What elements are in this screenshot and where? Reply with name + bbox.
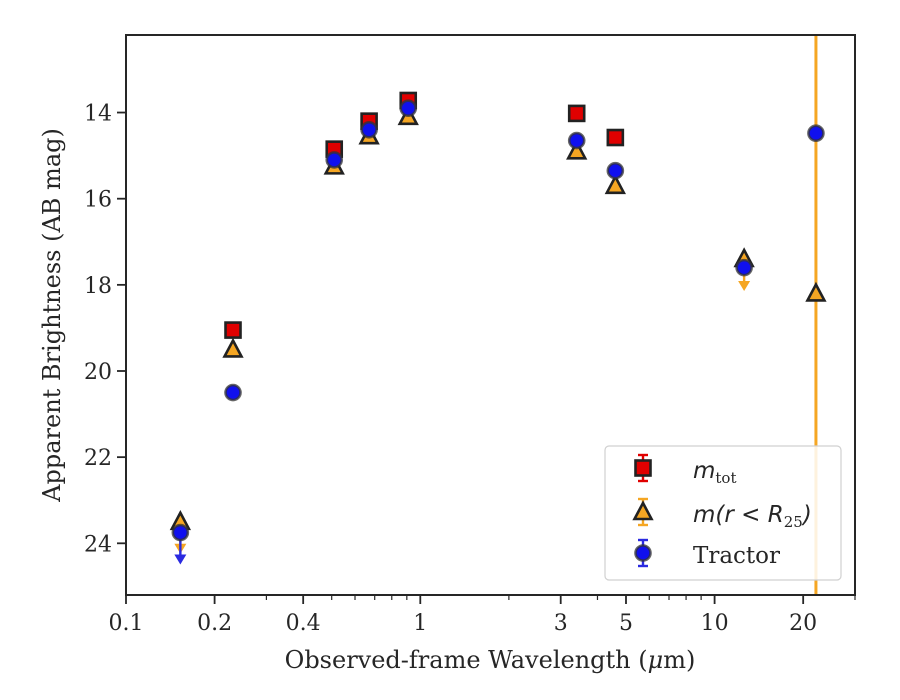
tractor-marker [224,383,242,402]
mtot-marker [567,104,586,123]
x-tick-label: 3 [554,611,568,636]
y-tick-label: 20 [84,360,112,385]
plot-frame [125,34,856,596]
legend-marker-tractor [634,544,652,562]
mr25-marker [805,281,827,302]
tractor-marker [399,99,418,118]
x-tick-label: 5 [619,611,633,636]
tractor-upper-limit-arrow-head [174,554,187,565]
y-tick-label: 16 [84,188,112,213]
y-tick-label: 22 [84,446,112,471]
x-tick-label: 0.1 [109,611,144,636]
tractor-marker [360,120,378,139]
mr25-upper-limit-arrow-head [738,281,751,291]
x-tick-label: 0.2 [197,611,232,636]
legend-marker-mr25 [632,500,654,521]
mtot-marker [224,321,242,339]
mr25-marker [604,173,627,195]
tractor-marker [807,124,825,143]
legend-box [604,445,842,581]
legend-marker-mtot [634,459,652,477]
x-axis-label: Observed-frame Wavelength (μm) [285,646,696,674]
legend-label-tractor: Tractor [693,543,780,569]
tractor-marker [171,523,190,542]
legend: mtot m(r < R25) Tractor [604,445,842,581]
y-tick-label: 14 [84,102,112,127]
y-axis-label: Apparent Brightness (AB mag) [38,128,66,503]
tractor-marker [735,258,753,277]
mr25-marker [566,139,588,160]
axis-ticks: 0.1 0.2 0.4 1 3 5 10 20 14 16 18 20 22 24 [84,102,856,636]
legend-markers [632,453,654,568]
mtot-marker [606,128,625,147]
data-markers [169,91,827,565]
x-tick-label: 0.4 [286,611,321,636]
legend-label-mtot: mtot [693,458,737,487]
x-tick-label: 20 [789,611,817,636]
x-tick-label: 1 [413,611,427,636]
tractor-marker [325,151,344,169]
legend-label-mr25: m(r < R25) [693,502,812,531]
x-axis-label-mu: μ [648,646,664,674]
y-tick-label: 18 [84,274,112,299]
y-tick-label: 24 [84,532,112,557]
mr25-marker [222,337,244,358]
x-tick-label: 10 [701,611,729,636]
tractor-marker [567,131,586,150]
tractor-marker [606,161,625,180]
